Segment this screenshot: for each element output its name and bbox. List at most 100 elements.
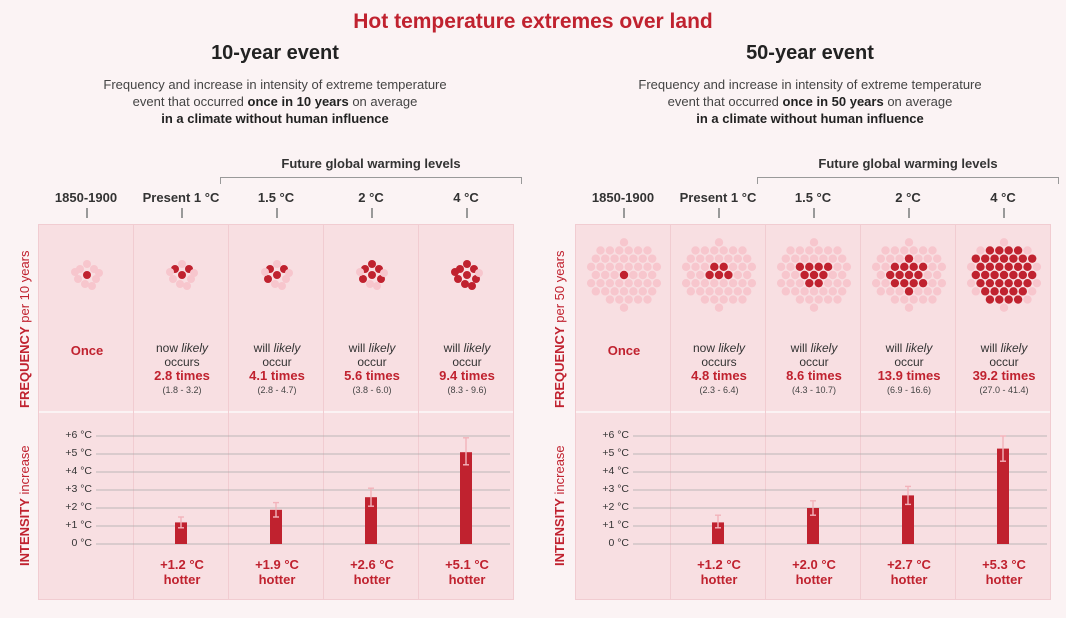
intensity-value: +5.1 °C — [445, 557, 489, 572]
intensity-label: +5.3 °C hotter — [956, 557, 1052, 587]
event-dot — [610, 287, 619, 296]
event-dot — [643, 246, 652, 255]
event-dot — [733, 254, 742, 263]
likely-word: likely — [463, 341, 491, 355]
event-dot — [838, 254, 847, 263]
event-dot — [909, 246, 918, 255]
intensity-label: +1.2 °C hotter — [671, 557, 767, 587]
future-warming-label: Future global warming levels — [281, 156, 461, 171]
event-dot — [719, 246, 728, 255]
event-dot-filled — [909, 278, 918, 288]
frequency-label: 13.9 times — [877, 368, 941, 383]
event-dot — [92, 275, 100, 283]
event-dot-filled — [463, 271, 471, 279]
intensity-label: +2.0 °C hotter — [766, 557, 862, 587]
panel-subtitle: Frequency and increase in intensity of e… — [550, 76, 1066, 127]
event-dot — [809, 287, 819, 296]
event-dot-filled — [823, 262, 833, 272]
event-dot-filled — [900, 278, 909, 288]
subtitle-line: Frequency and increase in intensity of e… — [103, 77, 447, 92]
column-header: Present 1 °C — [142, 190, 220, 205]
event-dot — [648, 287, 657, 296]
frequency-label: 4.1 times — [249, 368, 305, 383]
column-gap — [671, 411, 765, 413]
event-dot — [619, 303, 629, 312]
intensity-suffix: hotter — [258, 572, 296, 587]
event-dot — [800, 254, 809, 263]
intensity-suffix: hotter — [890, 572, 928, 587]
frequency-label: 5.6 times — [344, 368, 400, 383]
event-dot — [605, 262, 615, 272]
subtitle-text: on average — [348, 94, 418, 109]
column-tick — [86, 208, 88, 218]
event-dot-filled — [719, 262, 728, 272]
event-dot — [881, 246, 890, 255]
column-gap — [229, 411, 323, 413]
frequency-prefix: will — [980, 341, 998, 355]
event-dot — [691, 262, 700, 272]
intensity-suffix: hotter — [795, 572, 833, 587]
event-dot-filled — [1023, 278, 1032, 288]
event-dot — [633, 262, 643, 272]
column-gap — [861, 411, 955, 413]
frequency-dots — [166, 260, 198, 290]
column-box: now likely occurs 2.8 times (1.8 - 3.2) +1.2… — [133, 224, 229, 600]
event-dot-filled — [985, 246, 995, 255]
event-dot — [624, 295, 633, 304]
event-dot — [918, 295, 928, 304]
event-dot — [738, 262, 747, 272]
event-dot — [681, 262, 691, 272]
intensity-suffix: hotter — [353, 572, 391, 587]
column-tick — [718, 208, 720, 218]
event-dot — [700, 246, 710, 255]
frequency-label: 39.2 times — [972, 368, 1036, 383]
event-dot — [724, 254, 733, 263]
y-tick-label: +2 °C — [65, 501, 92, 513]
event-dot — [904, 303, 914, 312]
event-dot — [261, 268, 269, 276]
event-dot — [629, 254, 638, 263]
frequency-line: now likely — [671, 341, 767, 355]
event-dot-filled — [904, 287, 914, 296]
event-dot-filled — [800, 270, 809, 280]
event-dot — [81, 280, 89, 288]
frequency-prefix: will — [253, 341, 271, 355]
event-dot-filled — [990, 287, 999, 296]
frequency-verb: occurs — [701, 355, 737, 369]
event-dot — [918, 246, 928, 255]
event-dot-filled — [981, 287, 990, 296]
event-dot — [728, 246, 738, 255]
event-dot — [733, 270, 742, 280]
event-dot-filled — [1013, 262, 1023, 272]
intensity-chart — [96, 435, 510, 545]
intensity-bar — [997, 448, 1009, 544]
event-dot — [187, 275, 195, 283]
intensity-value: +2.7 °C — [887, 557, 931, 572]
frequency-range: (6.9 - 16.6) — [886, 385, 932, 395]
event-dot — [786, 262, 795, 272]
event-dot-filled — [981, 270, 990, 280]
event-dot — [633, 246, 643, 255]
event-dot-filled — [990, 270, 999, 280]
column-header: 1850-1900 — [54, 190, 118, 205]
event-dot — [638, 270, 647, 280]
frequency-line: will likely — [766, 341, 862, 355]
event-dot-filled — [900, 262, 909, 272]
event-dot — [356, 268, 364, 276]
y-tick-label: +4 °C — [65, 465, 92, 477]
event-dot — [823, 278, 833, 288]
intensity-label: +2.7 °C hotter — [861, 557, 957, 587]
event-dot — [895, 287, 904, 296]
event-dot — [633, 278, 643, 288]
event-dot — [169, 275, 177, 283]
event-dot — [652, 278, 662, 288]
event-dot — [833, 246, 842, 255]
y-tick-label: 0 °C — [608, 537, 629, 549]
event-dot — [781, 254, 790, 263]
event-dot — [833, 278, 842, 288]
event-dot — [619, 287, 629, 296]
intensity-label: +2.6 °C hotter — [324, 557, 420, 587]
event-dot-filled — [981, 254, 990, 263]
event-dot — [786, 278, 795, 288]
